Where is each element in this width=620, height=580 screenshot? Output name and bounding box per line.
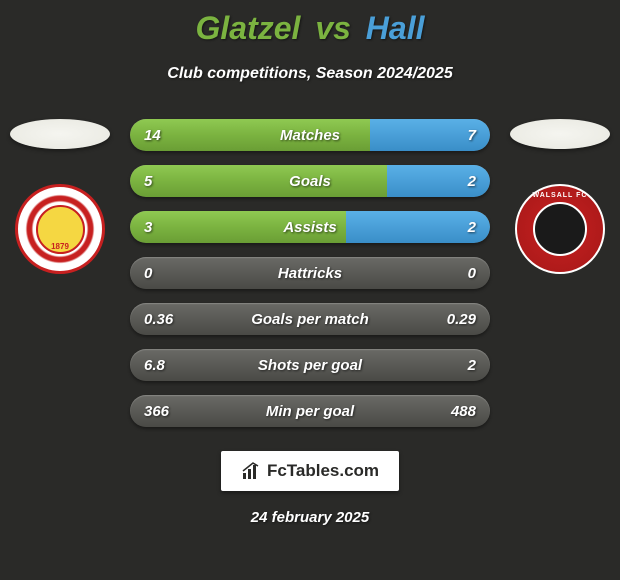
stat-label: Goals per match	[251, 311, 369, 328]
stat-label: Min per goal	[266, 403, 354, 420]
stat-row: 14 7 Matches	[130, 119, 490, 151]
player-photo-right	[510, 119, 610, 149]
stat-label: Hattricks	[278, 265, 342, 282]
footer: FcTables.com 24 february 2025	[221, 451, 399, 526]
stat-row: 0.36 0.29 Goals per match	[130, 303, 490, 335]
stat-value-left: 3	[144, 219, 152, 236]
brand-box: FcTables.com	[221, 451, 399, 491]
chart-icon	[241, 461, 261, 481]
stat-row: 3 2 Assists	[130, 211, 490, 243]
stat-value-right: 2	[468, 173, 476, 190]
stat-value-left: 6.8	[144, 357, 165, 374]
stat-label: Assists	[283, 219, 336, 236]
stat-row: 0 0 Hattricks	[130, 257, 490, 289]
stat-value-left: 5	[144, 173, 152, 190]
stat-value-right: 7	[468, 127, 476, 144]
title-vs: vs	[315, 10, 351, 46]
comparison-infographic: Glatzel vs Hall Club competitions, Seaso…	[0, 0, 620, 580]
stat-value-right: 488	[451, 403, 476, 420]
club-badge-left	[15, 184, 105, 274]
stat-value-right: 0.29	[447, 311, 476, 328]
club-badge-right	[515, 184, 605, 274]
player-photo-left	[10, 119, 110, 149]
stat-row: 366 488 Min per goal	[130, 395, 490, 427]
stat-value-right: 0	[468, 265, 476, 282]
stat-value-left: 0	[144, 265, 152, 282]
stat-label: Shots per goal	[258, 357, 362, 374]
date-text: 24 february 2025	[251, 509, 369, 526]
stat-label: Goals	[289, 173, 331, 190]
subtitle: Club competitions, Season 2024/2025	[167, 65, 452, 83]
title-right-player: Hall	[366, 10, 425, 46]
left-side-panel	[10, 119, 110, 274]
stat-bar-left	[130, 165, 387, 197]
stat-value-right: 2	[468, 219, 476, 236]
stat-row: 6.8 2 Shots per goal	[130, 349, 490, 381]
right-side-panel	[510, 119, 610, 274]
main-content: 14 7 Matches 5 2 Goals 3 2 Assists 0 0 Hattricks 0.3…	[0, 119, 620, 427]
brand-text: FcTables.com	[267, 461, 379, 481]
stat-row: 5 2 Goals	[130, 165, 490, 197]
stat-value-left: 14	[144, 127, 161, 144]
stat-value-left: 0.36	[144, 311, 173, 328]
title-left-player: Glatzel	[196, 10, 301, 46]
title: Glatzel vs Hall	[196, 10, 425, 47]
stat-label: Matches	[280, 127, 340, 144]
stats-panel: 14 7 Matches 5 2 Goals 3 2 Assists 0 0 Hattricks 0.3…	[130, 119, 490, 427]
stat-value-left: 366	[144, 403, 169, 420]
stat-value-right: 2	[468, 357, 476, 374]
